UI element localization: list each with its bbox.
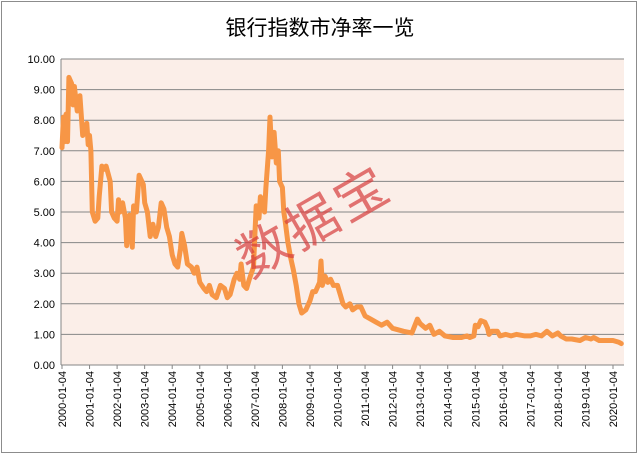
x-tick-label: 2014-01-04 (443, 371, 455, 427)
y-tick-label: 2.00 (34, 299, 55, 311)
x-tick-label: 2013-01-04 (415, 371, 427, 427)
x-tick-label: 2018-01-04 (553, 371, 565, 427)
y-tick-label: 4.00 (34, 238, 55, 250)
y-tick-label: 5.00 (34, 207, 55, 219)
x-tick-label: 2005-01-04 (195, 371, 207, 427)
x-tick-label: 2017-01-04 (525, 371, 537, 427)
x-tick-label: 2012-01-04 (388, 371, 400, 427)
x-tick-label: 2001-01-04 (85, 371, 97, 427)
x-tick-label: 2019-01-04 (580, 371, 592, 427)
x-tick-label: 2008-01-04 (277, 371, 289, 427)
x-tick-label: 2006-01-04 (222, 371, 234, 427)
y-tick-label: 0.00 (34, 360, 55, 372)
chart-title: 银行指数市净率一览 (225, 16, 415, 40)
y-tick-label: 6.00 (34, 176, 55, 188)
x-tick-label: 2009-01-04 (305, 371, 317, 427)
y-tick-label: 1.00 (34, 329, 55, 341)
y-tick-label: 3.00 (34, 268, 55, 280)
x-tick-label: 2004-01-04 (167, 371, 179, 427)
x-tick-label: 2015-01-04 (470, 371, 482, 427)
y-tick-label: 8.00 (34, 115, 55, 127)
y-tick-label: 10.00 (27, 54, 55, 66)
y-tick-label: 7.00 (34, 146, 55, 158)
x-tick-label: 2011-01-04 (360, 371, 372, 426)
series-line (59, 74, 624, 347)
y-tick-label: 9.00 (34, 85, 55, 97)
x-tick-label: 2003-01-04 (140, 371, 152, 427)
x-tick-label: 2000-01-04 (57, 371, 69, 427)
x-tick-label: 2016-01-04 (498, 371, 510, 427)
x-tick-label: 2002-01-04 (112, 371, 124, 427)
x-tick-label: 2020-01-04 (608, 371, 620, 427)
x-tick-label: 2007-01-04 (250, 371, 262, 427)
x-tick-label: 2010-01-04 (333, 371, 345, 427)
